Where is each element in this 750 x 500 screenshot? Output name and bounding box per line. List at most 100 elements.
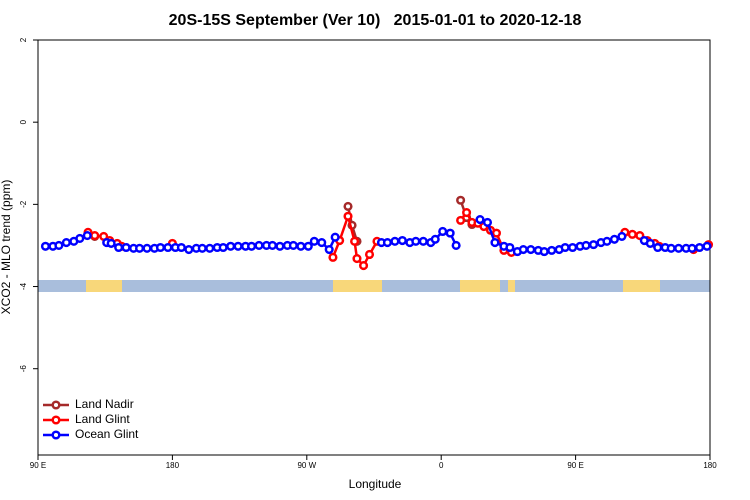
data-point [254, 240, 264, 250]
data-point [666, 243, 676, 253]
data-point [54, 240, 64, 250]
data-point [226, 241, 236, 251]
data-point [267, 240, 278, 250]
data-point [547, 245, 557, 255]
data-point [358, 261, 369, 271]
y-axis-label: XCO2 - MLO trend (ppm) [0, 180, 13, 315]
data-point [526, 245, 536, 255]
legend-label: Land Nadir [75, 397, 134, 411]
data-point [602, 236, 612, 246]
land-band [333, 280, 382, 292]
data-point [462, 208, 472, 218]
data-point [176, 242, 186, 253]
data-point [197, 243, 207, 253]
legend-marker [51, 400, 61, 410]
x-tick-label: 180 [166, 461, 180, 470]
data-point [309, 236, 319, 246]
data-point [674, 243, 684, 253]
data-point [560, 242, 570, 253]
legend-marker [51, 415, 61, 425]
data-point [609, 234, 619, 244]
data-point [343, 201, 353, 211]
legend-label: Land Glint [75, 412, 130, 426]
data-point [328, 252, 338, 262]
y-tick-label: -6 [19, 365, 28, 373]
data-point [61, 238, 71, 248]
data-point [430, 234, 440, 244]
data-point [75, 233, 85, 244]
data-point [246, 241, 257, 251]
data-point [456, 215, 466, 225]
data-point [518, 245, 528, 255]
x-tick-label: 180 [703, 461, 717, 470]
data-point [317, 238, 327, 248]
data-point [539, 247, 549, 257]
data-point [233, 241, 243, 251]
data-point [82, 231, 92, 241]
data-point [397, 235, 407, 246]
data-point [343, 211, 353, 221]
legend-marker [51, 430, 61, 440]
data-point [687, 243, 697, 253]
y-tick-label: 0 [19, 119, 28, 124]
x-tick-label: 90 W [297, 461, 316, 470]
data-point [296, 241, 306, 251]
data-point [475, 215, 485, 225]
data-point [653, 242, 663, 253]
data-point [490, 238, 500, 248]
data-point [438, 226, 448, 237]
y-tick-label: 2 [19, 37, 28, 42]
data-point [352, 254, 362, 264]
data-point [364, 249, 375, 260]
chart-title: 20S-15S September (Ver 10) 2015-01-01 to… [169, 12, 582, 29]
data-point [114, 242, 124, 253]
x-tick-label: 90 E [30, 461, 46, 470]
y-tick-label: -2 [19, 200, 28, 208]
data-point [40, 241, 51, 251]
data-point [324, 245, 334, 255]
surface-mask [38, 280, 710, 292]
legend-label: Ocean Glint [75, 427, 139, 441]
x-tick-label: 0 [439, 461, 444, 470]
data-point [694, 242, 705, 253]
x-axis-label: Longitude [349, 477, 402, 491]
data-point [275, 241, 285, 251]
land-band [460, 280, 500, 292]
data-point [205, 243, 215, 253]
data-point [218, 242, 228, 253]
data-point [482, 217, 493, 227]
x-tick-label: 90 E [567, 461, 583, 470]
data-point [445, 228, 455, 238]
data-point [581, 240, 591, 250]
data-point [330, 232, 340, 242]
data-point [418, 236, 428, 246]
data-point [411, 236, 421, 246]
data-point [645, 238, 655, 248]
data-point [163, 242, 173, 253]
data-point [627, 229, 637, 239]
data-point [451, 240, 461, 250]
data-point [382, 238, 392, 248]
land-band [623, 280, 660, 292]
data-point [491, 228, 502, 238]
land-band [508, 280, 515, 292]
data-point [90, 231, 100, 241]
data-point [617, 231, 627, 241]
data-point [155, 242, 166, 253]
data-point [505, 242, 515, 253]
data-point [350, 236, 360, 246]
data-point [390, 236, 400, 246]
data-point [588, 240, 599, 250]
data-point [184, 245, 194, 255]
land-band [86, 280, 122, 292]
data-point [142, 243, 152, 253]
data-point [568, 242, 578, 253]
data-point [702, 241, 712, 251]
data-point [106, 238, 116, 248]
y-tick-label: -4 [19, 282, 28, 290]
data-point [456, 195, 466, 205]
data-point [134, 243, 145, 253]
data-point [121, 242, 131, 253]
data-point [288, 240, 298, 250]
